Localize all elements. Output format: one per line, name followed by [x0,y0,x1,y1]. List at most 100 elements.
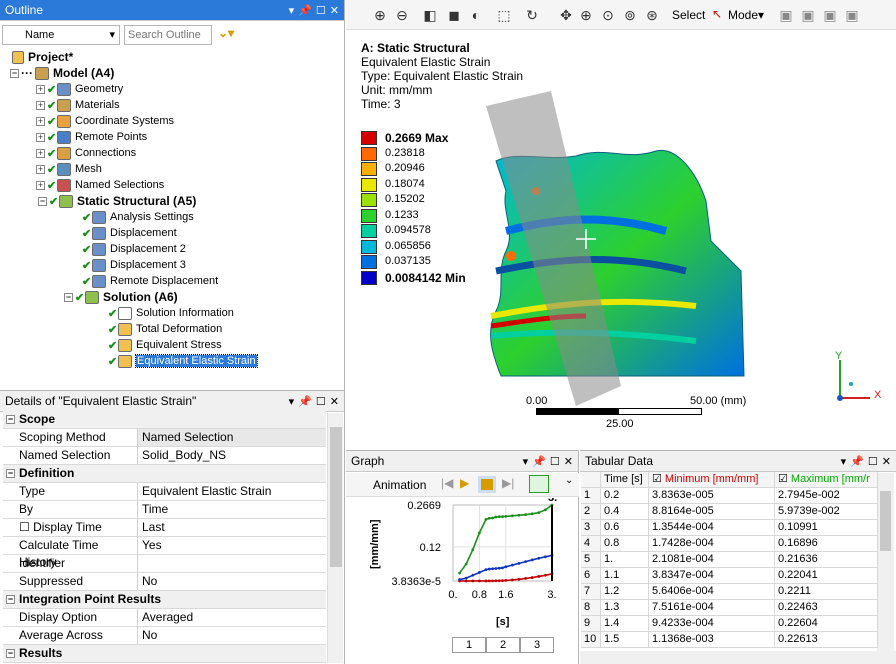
tree-item[interactable]: ✔ Displacement 3 [82,257,186,273]
details-section[interactable]: − Definition [3,465,326,483]
pin-icon[interactable]: 📌 [532,455,546,468]
tree-item[interactable]: ✔ Solution Information [108,305,234,321]
table-row[interactable]: 5 1. 2.1081e-004 0.21636 [581,552,878,568]
expand-icon[interactable]: + [36,99,45,110]
expand-icon[interactable]: + [36,179,45,190]
details-row[interactable]: Scoping Method Named Selection [3,429,326,447]
tree-item[interactable]: ✔ Total Deformation [108,321,222,337]
collapse-icon[interactable]: − [6,414,15,424]
pan-icon[interactable]: ✥ [560,6,572,23]
header-min[interactable]: ☑ Minimum [mm/mm] [649,472,775,487]
scroll-thumb[interactable] [880,491,891,551]
zoom-in-icon[interactable]: ⊕ [374,6,386,23]
expand-icon[interactable]: + [36,115,45,126]
zoom-icon[interactable]: ⊕ [580,6,592,23]
table-row[interactable]: 9 1.4 9.4233e-004 0.22604 [581,616,878,632]
graph-page-button[interactable]: 2 [486,637,520,653]
tree-item[interactable]: ✔ Equivalent Elastic Strain [108,353,258,369]
dropdown-icon[interactable]: ▾ [522,455,529,468]
face-select-icon[interactable]: ▣ [801,6,815,23]
details-row[interactable]: Suppressed No [3,573,326,591]
table-row[interactable]: 2 0.4 8.8164e-005 5.9739e-002 [581,504,878,520]
details-row[interactable]: Identifier [3,555,326,573]
detail-value[interactable]: Solid_Body_NS [142,448,227,462]
zoom-box-icon[interactable]: ⊚ [624,6,636,23]
graph-page-button[interactable]: 3 [520,637,554,653]
select-button[interactable]: Select [672,8,706,22]
details-section[interactable]: − Scope [3,411,326,429]
box-zoom-icon[interactable]: ⬚ [497,6,511,23]
detail-value[interactable]: Named Selection [138,429,326,446]
header-time[interactable]: Time [s] [601,472,649,487]
solid-view-icon[interactable]: ◼ [448,6,460,23]
table-row[interactable]: 10 1.5 1.1368e-003 0.22613 [581,632,878,648]
detail-value[interactable]: Yes [142,538,162,552]
search-dropdown-icon[interactable]: ⌄▾ [218,26,235,40]
zoom-out-icon[interactable]: ⊖ [396,6,408,23]
detail-value[interactable]: Time [142,502,169,516]
close-icon[interactable]: ✕ [329,395,339,408]
details-row[interactable]: ☐ Display Time Last [3,519,326,537]
step-forward-icon[interactable]: ▶| [502,476,515,490]
tabular-hscroll[interactable] [580,651,896,664]
mode-button[interactable]: Mode▾ [728,8,765,22]
maximize-icon[interactable]: ☐ [549,455,560,468]
pin-icon[interactable]: 📌 [850,455,864,468]
table-row[interactable]: 7 1.2 5.6406e-004 0.2211 [581,584,878,600]
details-row[interactable]: Display Option Averaged [3,609,326,627]
maximize-icon[interactable]: ☐ [867,455,878,468]
tree-item[interactable]: ✔ Displacement [82,225,177,241]
collapse-icon[interactable]: − [64,291,73,302]
scroll-thumb[interactable] [330,427,342,567]
collapse-icon[interactable]: − [6,468,15,478]
tree-item[interactable]: ✔ Analysis Settings [82,209,194,225]
graphics-viewport[interactable]: A: Static Structural Equivalent Elastic … [346,31,896,448]
detail-value[interactable]: Averaged [142,610,194,624]
close-icon[interactable]: ✕ [329,4,339,17]
stop-button[interactable] [478,476,496,493]
expand-icon[interactable]: + [36,131,45,142]
expand-icon[interactable]: + [36,147,45,158]
checkbox-icon[interactable]: ☑ [652,473,665,485]
collapse-icon[interactable]: − [10,67,19,78]
play-icon[interactable]: ▶ [460,476,470,490]
tree-item[interactable]: + ✔ Coordinate Systems [36,113,174,129]
tree-item[interactable]: + ✔ Remote Points [36,129,147,145]
details-scrollbar[interactable] [327,413,343,663]
edge-select-icon[interactable]: ▣ [845,6,859,23]
dropdown-icon[interactable]: ▾ [288,395,295,408]
expand-icon[interactable]: + [36,163,45,174]
checkbox-icon[interactable]: ☑ [778,473,791,485]
table-row[interactable]: 4 0.8 1.7428e-004 0.16896 [581,536,878,552]
close-icon[interactable]: ✕ [881,455,891,468]
detail-value[interactable]: No [142,628,158,642]
detail-value[interactable]: Equivalent Elastic Strain [142,484,272,498]
tree-analysis[interactable]: − ✔ Static Structural (A5) [38,193,196,209]
tree-item[interactable]: + ✔ Geometry [36,81,123,97]
tabular-vscroll[interactable] [877,473,894,651]
pin-icon[interactable]: 📌 [298,395,312,408]
filter-select[interactable]: Name ▾ [2,25,120,45]
graph-page-button[interactable]: 1 [452,637,486,653]
tree-item[interactable]: + ✔ Mesh [36,161,102,177]
tree-project[interactable]: Project* [12,49,73,65]
rotate-icon[interactable]: ↻ [526,6,538,23]
table-row[interactable]: 6 1.1 3.8347e-004 0.22041 [581,568,878,584]
maximize-icon[interactable]: ☐ [315,4,326,17]
zoom-select-icon[interactable]: ⊛ [646,6,658,23]
table-row[interactable]: 8 1.3 7.5161e-004 0.22463 [581,600,878,616]
details-row[interactable]: Calculate Time History Yes [3,537,326,569]
details-section[interactable]: − Results [3,645,326,663]
collapse-icon[interactable]: − [38,195,47,206]
tree-model[interactable]: − ··· Model (A4) [10,65,114,81]
collapse-icon[interactable]: − [6,594,15,604]
tree-item[interactable]: + ✔ Connections [36,145,136,161]
zoom-fit-icon[interactable]: ⊙ [602,6,614,23]
table-row[interactable]: 1 0.2 3.8363e-005 2.7945e-002 [581,488,878,504]
tree-item[interactable]: + ✔ Named Selections [36,177,164,193]
box-select-icon[interactable]: ▣ [779,6,793,23]
details-row[interactable]: Average Across Bodies No [3,627,326,659]
tree-item[interactable]: ✔ Equivalent Stress [108,337,222,353]
detail-value[interactable] [138,555,326,572]
tree-item[interactable]: ✔ Remote Displacement [82,273,218,289]
